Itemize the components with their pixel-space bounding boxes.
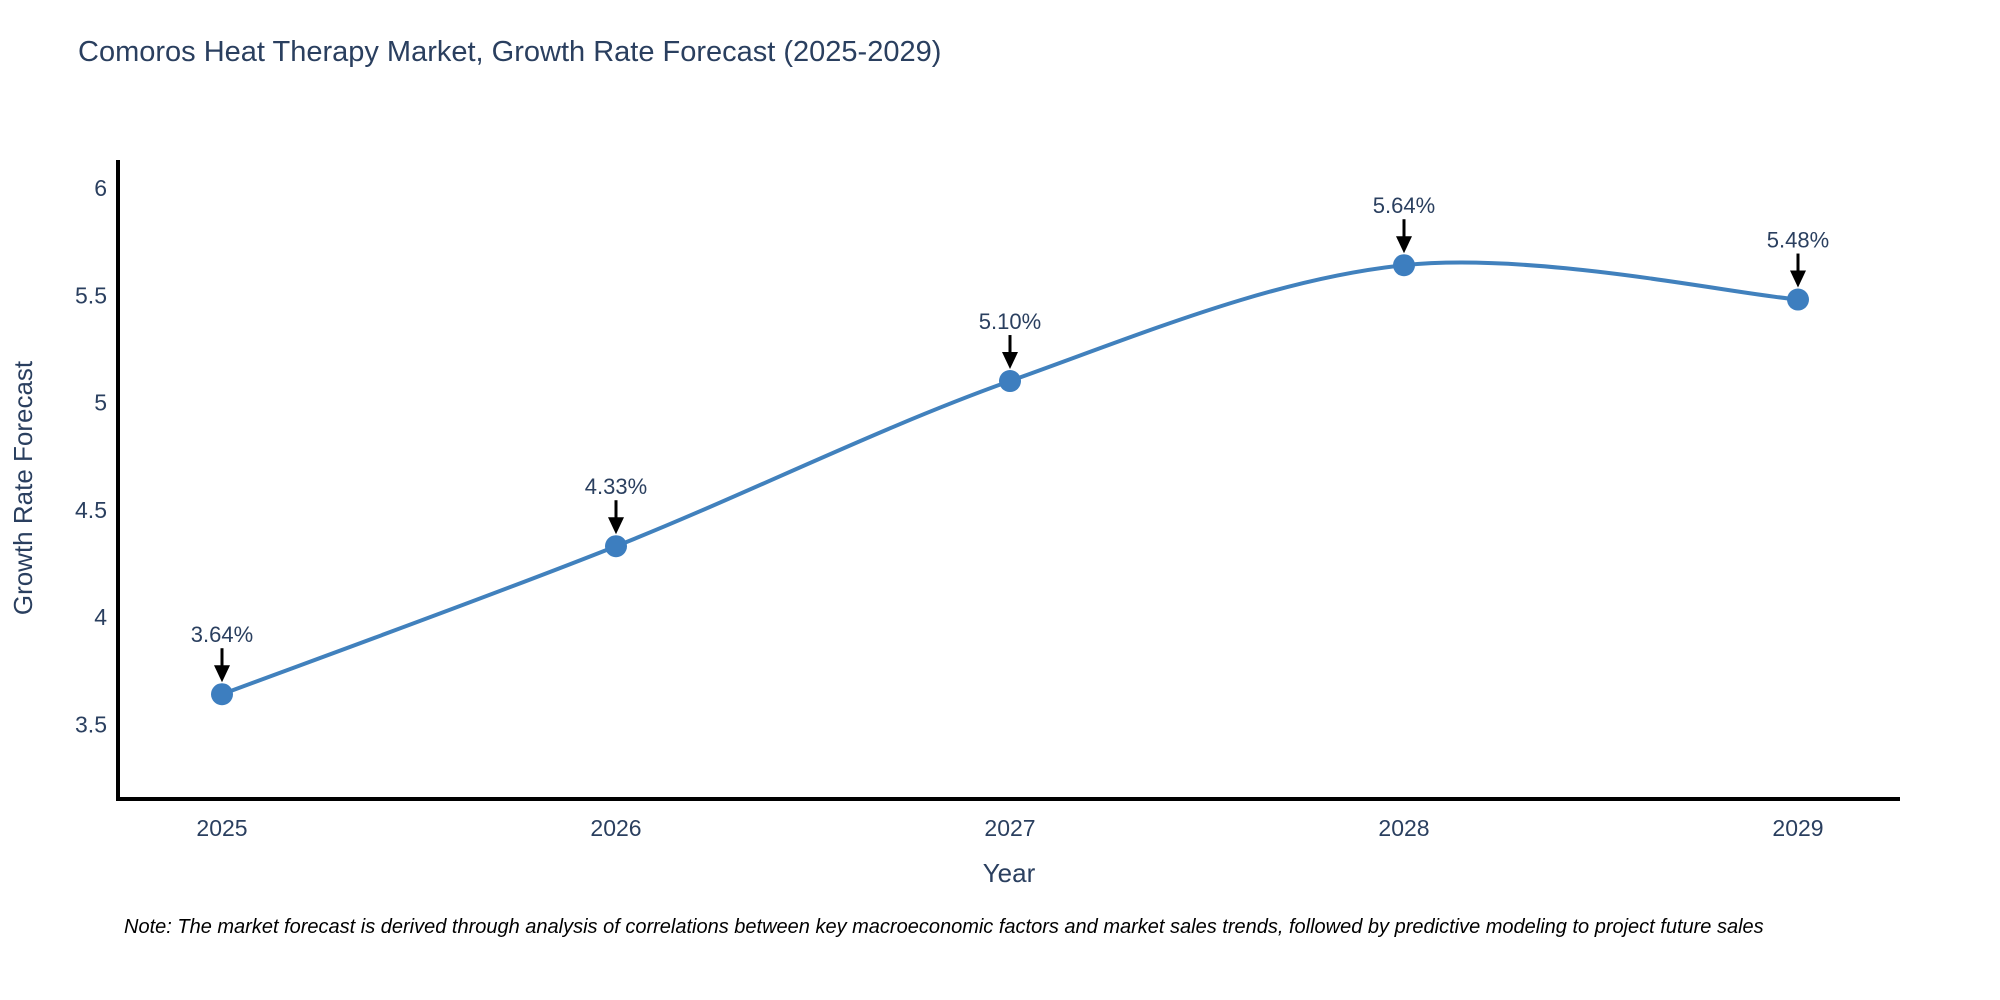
annotation-arrow-head bbox=[1002, 352, 1018, 370]
annotation-arrow-head bbox=[608, 517, 624, 535]
x-tick-label: 2028 bbox=[1378, 815, 1429, 841]
y-axis-title: Growth Rate Forecast bbox=[8, 360, 38, 615]
y-tick-label: 4.5 bbox=[75, 497, 107, 523]
data-point-2026[interactable] bbox=[605, 535, 627, 558]
y-tick-label: 6 bbox=[94, 175, 107, 201]
annotation-label-2028: 5.64% bbox=[1373, 193, 1435, 218]
data-point-2027[interactable] bbox=[999, 370, 1021, 393]
x-axis-title: Year bbox=[983, 858, 1036, 888]
y-tick-label: 4 bbox=[94, 604, 107, 630]
x-tick-label: 2026 bbox=[590, 815, 641, 841]
annotation-label-2025: 3.64% bbox=[191, 622, 253, 647]
y-tick-label: 5.5 bbox=[75, 282, 107, 308]
annotation-arrow-head bbox=[214, 665, 230, 683]
data-point-2028[interactable] bbox=[1393, 254, 1415, 277]
y-tick-label: 3.5 bbox=[75, 711, 107, 737]
annotation-label-2027: 5.10% bbox=[979, 309, 1041, 334]
footnote: Note: The market forecast is derived thr… bbox=[124, 916, 1764, 938]
y-tick-label: 5 bbox=[94, 390, 107, 416]
x-tick-label: 2027 bbox=[984, 815, 1035, 841]
data-point-2029[interactable] bbox=[1787, 288, 1809, 311]
data-point-2025[interactable] bbox=[211, 683, 233, 706]
x-tick-label: 2029 bbox=[1772, 815, 1823, 841]
annotation-label-2029: 5.48% bbox=[1767, 228, 1829, 253]
annotation-arrow-head bbox=[1396, 236, 1412, 254]
x-tick-label: 2025 bbox=[196, 815, 247, 841]
annotation-label-2026: 4.33% bbox=[585, 474, 647, 499]
chart-title: Comoros Heat Therapy Market, Growth Rate… bbox=[78, 36, 942, 68]
annotation-arrow-head bbox=[1790, 270, 1806, 288]
